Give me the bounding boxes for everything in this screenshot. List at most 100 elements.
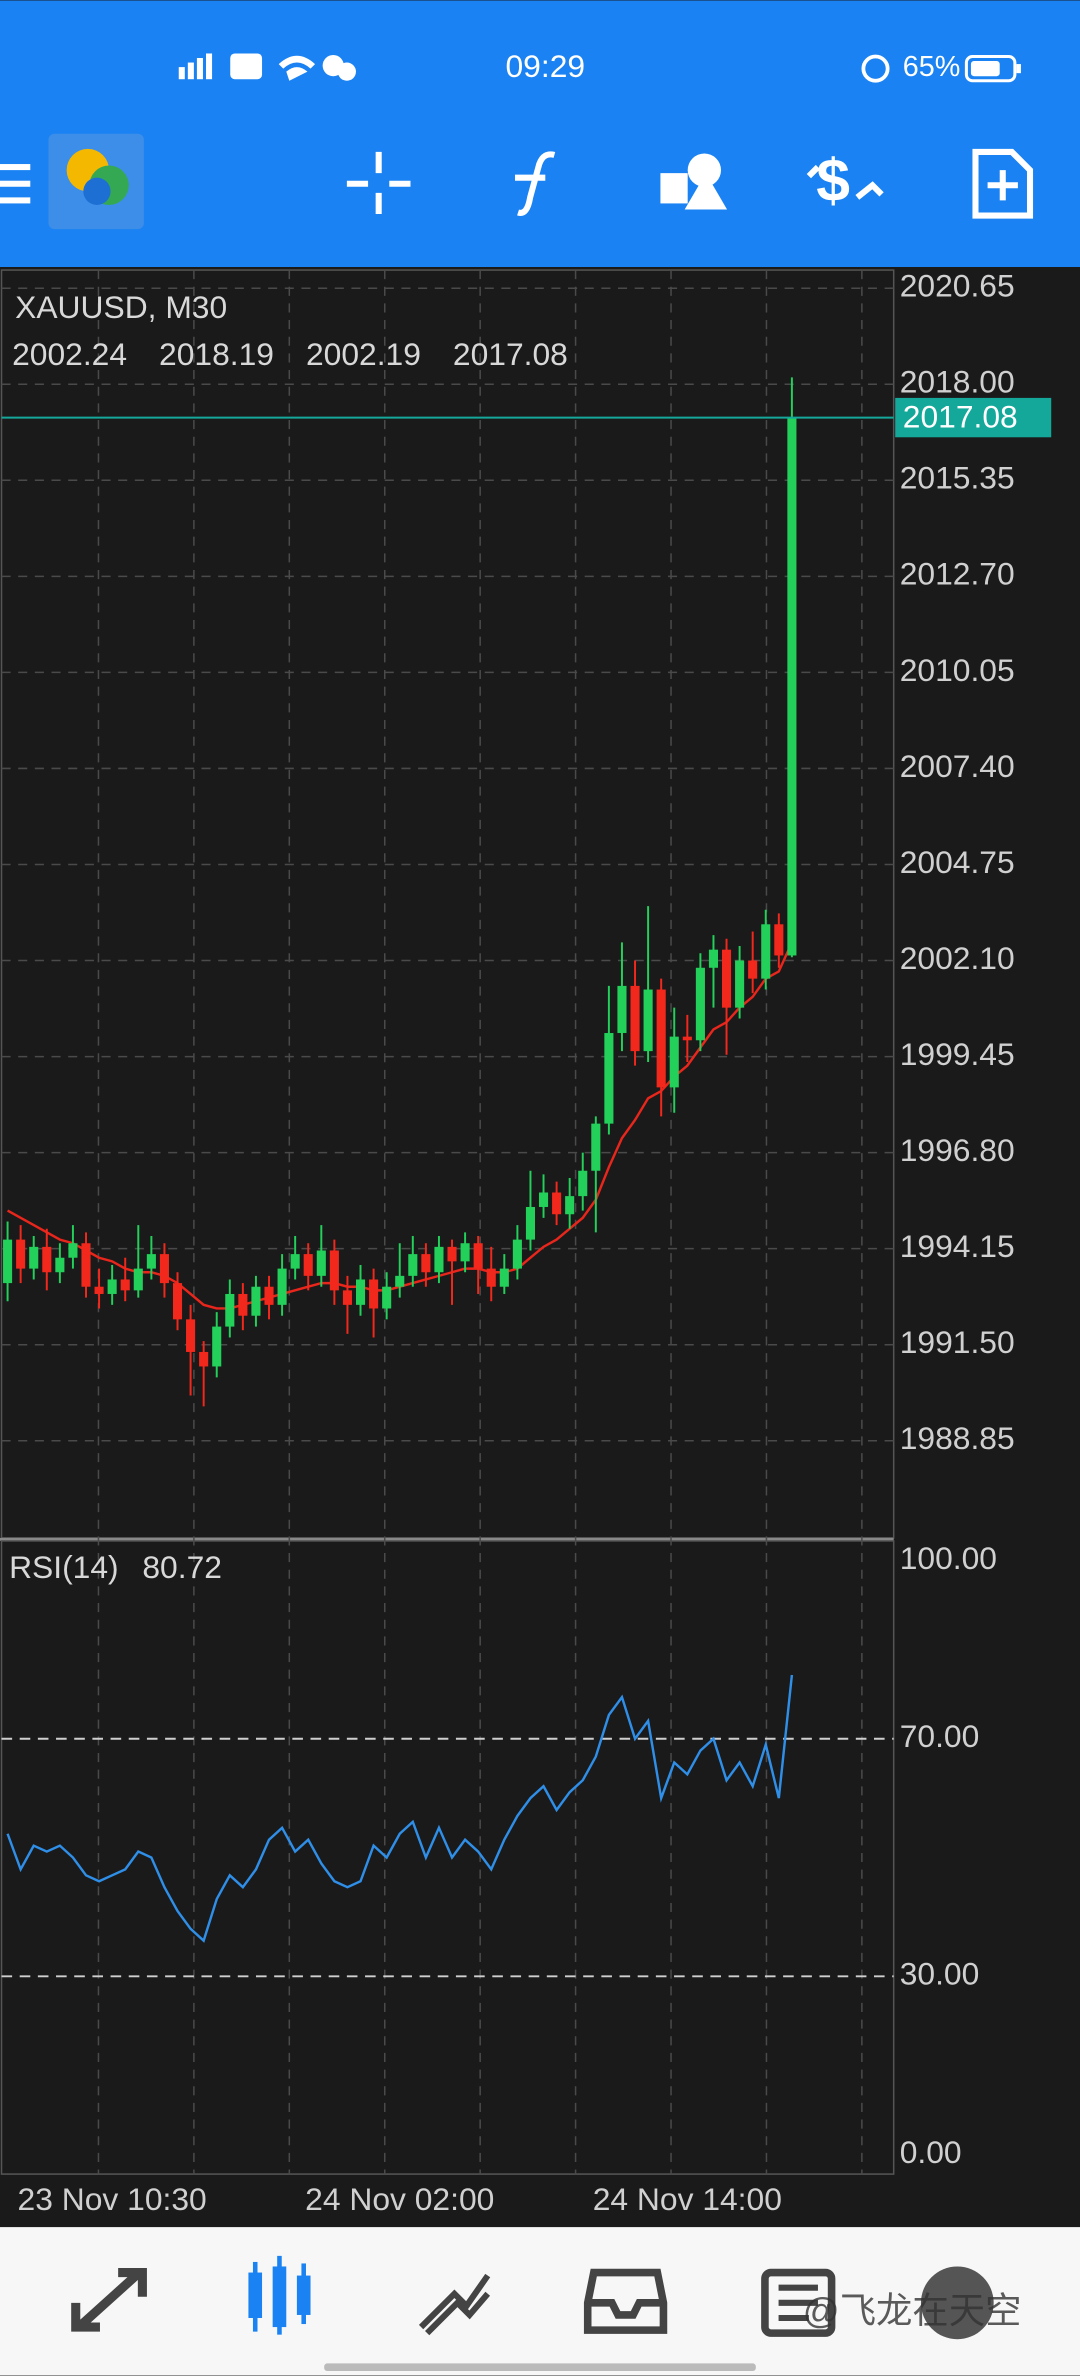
nav-quotes[interactable]	[71, 2268, 147, 2332]
candle-body	[630, 985, 640, 1052]
candle-body	[774, 924, 784, 956]
candle-body	[748, 960, 758, 979]
symbol-title: XAUUSD, M30	[15, 289, 227, 325]
candle-body	[172, 1283, 183, 1320]
candle-body	[212, 1326, 222, 1367]
candle-body	[473, 1243, 483, 1269]
nav-news[interactable]	[761, 2268, 836, 2337]
y-tick-label: 2010.05	[900, 652, 1015, 688]
chart-area	[0, 267, 1080, 2228]
menu-button[interactable]	[0, 164, 31, 204]
chart-layer: 2020.65 2018.00 2015.35 2012.70 2010.05 2007.…	[1, 268, 1052, 2217]
candle-body	[787, 417, 797, 956]
candle-body	[303, 1254, 313, 1276]
y-tick-label: 100.00	[900, 1540, 997, 1576]
ohlc-open: 2002.24	[12, 336, 127, 372]
bottom-nav	[0, 2227, 1080, 2376]
ohlc-close: 2017.08	[453, 336, 568, 372]
candle-body	[421, 1254, 431, 1273]
candle-body	[486, 1268, 496, 1287]
rsi-value: 80.72	[142, 1549, 222, 1585]
price-tag	[895, 397, 1052, 438]
price-tag-label: 2017.08	[903, 399, 1018, 435]
y-tick-label: 2002.10	[900, 940, 1015, 976]
y-tick-label: 70.00	[900, 1718, 980, 1754]
candle-body	[369, 1279, 379, 1309]
candle-body	[81, 1243, 91, 1287]
candle-body	[682, 1036, 692, 1041]
candle-body	[225, 1293, 235, 1327]
status-icons	[178, 53, 1021, 83]
candle-body	[3, 1239, 13, 1284]
candle-body	[708, 949, 719, 968]
y-tick-label: 30.00	[900, 1956, 980, 1992]
candle-body	[617, 985, 627, 1034]
toolbar: $	[0, 133, 1034, 230]
candle-body	[146, 1254, 156, 1269]
y-tick-label: 2004.75	[900, 844, 1015, 880]
candle-body	[199, 1351, 209, 1367]
candle-body	[186, 1319, 196, 1352]
rsi-title: RSI(14)	[9, 1549, 119, 1585]
candle-body	[604, 1033, 614, 1124]
y-tick-label: 2020.65	[900, 268, 1015, 304]
candle-body	[695, 967, 705, 1041]
trade-button[interactable]: $	[806, 146, 884, 214]
candle-body	[277, 1268, 287, 1305]
y-tick-label: 1991.50	[900, 1324, 1015, 1360]
candle-body	[120, 1279, 130, 1291]
y-tick-label: 1996.80	[900, 1132, 1015, 1168]
candle-body	[251, 1286, 261, 1316]
candle-body	[591, 1123, 601, 1171]
candle-body	[408, 1254, 418, 1276]
nav-trade[interactable]	[418, 2273, 491, 2336]
x-tick-label: 24 Nov 14:00	[593, 2181, 782, 2217]
candle-body	[395, 1275, 405, 1287]
candle-body	[761, 924, 771, 979]
candle-body	[512, 1239, 522, 1269]
nav-history[interactable]	[583, 2268, 668, 2334]
candle-body	[55, 1257, 65, 1273]
candle-body	[342, 1290, 352, 1305]
candle-body	[565, 1196, 575, 1215]
y-tick-label: 2015.35	[900, 460, 1015, 496]
nav-chart[interactable]	[248, 2255, 311, 2335]
status-time: 09:29	[506, 48, 586, 84]
app-logo[interactable]	[48, 133, 144, 230]
candle-body	[68, 1243, 78, 1258]
candle-body	[16, 1239, 26, 1269]
candle-body	[460, 1243, 470, 1262]
candle-body	[643, 989, 653, 1052]
candle-body	[238, 1293, 248, 1316]
candle-body	[329, 1250, 339, 1291]
candle-body	[42, 1246, 52, 1273]
y-tick-label: 2012.70	[900, 556, 1015, 592]
new-order-button[interactable]	[972, 148, 1034, 219]
candle-body	[29, 1246, 39, 1269]
crosshair-button[interactable]	[346, 151, 411, 215]
x-tick-label: 23 Nov 10:30	[18, 2181, 207, 2217]
candle-body	[499, 1268, 509, 1287]
home-indicator	[324, 2363, 756, 2372]
ohlc-low: 2002.19	[306, 336, 421, 372]
candle-body	[735, 960, 745, 1008]
candle-body	[447, 1246, 457, 1262]
rsi-line	[6, 1674, 794, 1943]
watermark: @飞龙在天空	[803, 2290, 1022, 2331]
y-tick-label: 1988.85	[900, 1420, 1015, 1456]
candle-body	[94, 1286, 104, 1294]
nav-settings[interactable]	[920, 2266, 994, 2340]
indicators-button[interactable]	[515, 151, 556, 216]
candle-body	[159, 1254, 169, 1284]
candle-body	[538, 1192, 549, 1207]
candle-body	[316, 1250, 326, 1276]
y-tick-label: 1999.45	[900, 1036, 1015, 1072]
y-tick-label: 2018.00	[900, 364, 1015, 400]
ohlc-high: 2018.19	[159, 336, 274, 372]
candle-body	[107, 1279, 117, 1294]
svg-text:$: $	[816, 146, 850, 214]
candle-body	[721, 949, 732, 1008]
candle-body	[434, 1246, 444, 1273]
objects-button[interactable]	[660, 153, 728, 210]
